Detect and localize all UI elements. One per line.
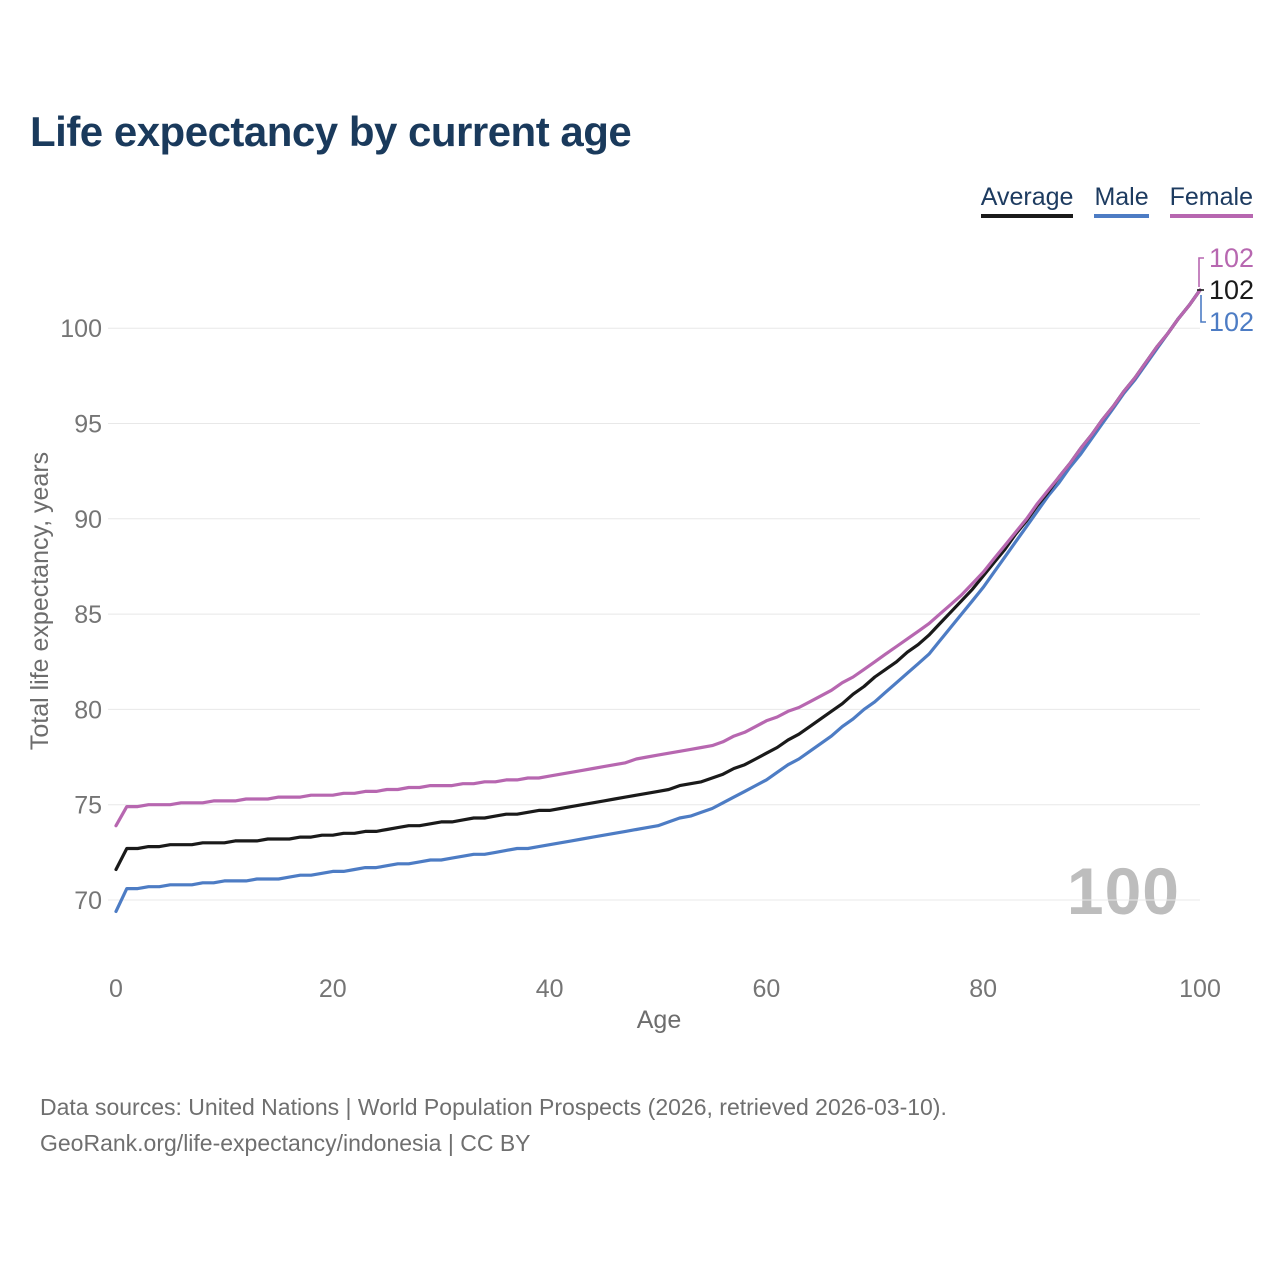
legend-item-male[interactable]: Male: [1094, 183, 1149, 218]
footer: Data sources: United Nations | World Pop…: [40, 1089, 947, 1161]
footer-source-line: Data sources: United Nations | World Pop…: [40, 1094, 947, 1120]
x-tick-label-20: 20: [319, 975, 347, 1003]
end-label-male: 102: [1209, 307, 1254, 337]
y-tick-label-75: 75: [74, 792, 102, 820]
x-tick-label-40: 40: [536, 975, 564, 1003]
y-axis-title: Total life expectancy, years: [26, 452, 54, 750]
legend-swatch-female: [1169, 214, 1253, 218]
legend-swatch-male: [1094, 214, 1149, 218]
y-tick-label-80: 80: [74, 696, 102, 724]
y-tick-label-90: 90: [74, 506, 102, 534]
end-label-average: 102: [1209, 275, 1254, 305]
chart-title: Life expectancy by current age: [30, 108, 632, 155]
end-connector-female: [1198, 257, 1204, 287]
legend-item-label: Average: [980, 183, 1074, 211]
y-tick-label-70: 70: [74, 887, 102, 915]
legend-item-label: Female: [1169, 183, 1253, 211]
legend-item-average[interactable]: Average: [980, 183, 1074, 218]
x-tick-label-0: 0: [109, 975, 123, 1003]
chart-canvas: 70 75 80 85 90 95 100 0 20 40 60 80 100 Age Total life…: [26, 243, 1254, 1034]
end-connector-male: [1200, 295, 1206, 323]
watermark-age-value: 100: [1066, 854, 1180, 928]
legend-item-female[interactable]: Female: [1169, 183, 1253, 218]
series-line-female[interactable]: [114, 288, 1202, 828]
legend-item-label: Male: [1094, 183, 1149, 211]
series-line-average[interactable]: [114, 288, 1202, 872]
x-tick-label-60: 60: [752, 975, 780, 1003]
y-tick-label-100: 100: [60, 315, 102, 343]
x-axis-title: Age: [637, 1006, 681, 1034]
legend: Average Male Female: [980, 183, 1253, 218]
y-tick-label-85: 85: [74, 601, 102, 629]
legend-swatch-average: [980, 214, 1074, 218]
y-tick-label-95: 95: [74, 411, 102, 439]
x-tick-label-100: 100: [1179, 975, 1221, 1003]
footer-license-line: GeoRank.org/life-expectancy/indonesia | …: [40, 1130, 531, 1156]
end-label-female: 102: [1209, 243, 1254, 273]
series-line-male[interactable]: [114, 288, 1202, 914]
x-tick-label-80: 80: [969, 975, 997, 1003]
